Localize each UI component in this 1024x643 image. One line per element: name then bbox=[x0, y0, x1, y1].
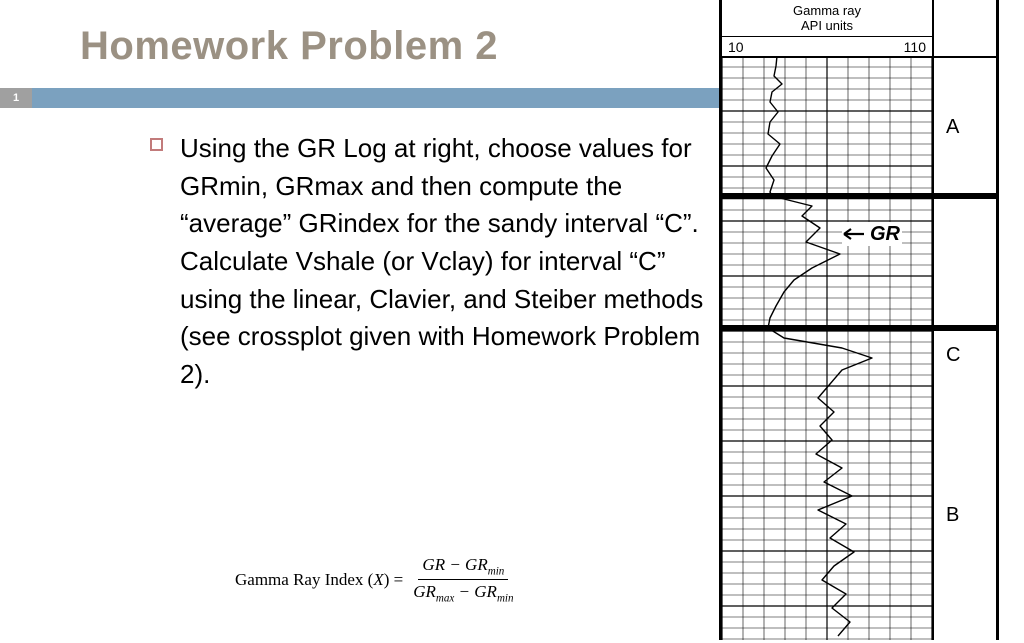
scale-max: 110 bbox=[904, 39, 926, 55]
bullet-text-block: Using the GR Log at right, choose values… bbox=[180, 130, 710, 394]
log-label-track: A C B bbox=[934, 56, 996, 640]
page-number-badge: 1 bbox=[0, 88, 32, 108]
bullet-text: Using the GR Log at right, choose values… bbox=[180, 133, 703, 389]
log-grid-track: GR bbox=[722, 56, 934, 640]
gr-log-figure: Gamma ray API units 10 110 GR A C B bbox=[719, 0, 999, 640]
log-grid-svg: GR bbox=[722, 56, 932, 640]
log-header: Gamma ray API units 10 110 bbox=[722, 0, 996, 58]
marker-band bbox=[932, 193, 996, 199]
svg-text:GR: GR bbox=[870, 223, 901, 245]
formula-numerator: GR − GRmin bbox=[418, 555, 508, 580]
scale-min: 10 bbox=[728, 39, 744, 55]
formula-fraction: GR − GRmin GRmax − GRmin bbox=[409, 555, 517, 605]
zone-label-a: A bbox=[946, 116, 959, 139]
zone-label-b: B bbox=[946, 504, 959, 527]
slide: Homework Problem 2 1 Using the GR Log at… bbox=[0, 0, 1024, 643]
log-track-header: Gamma ray API units 10 110 bbox=[722, 0, 934, 56]
bullet-marker-icon bbox=[150, 138, 163, 151]
page-title: Homework Problem 2 bbox=[80, 24, 498, 69]
log-scale-row: 10 110 bbox=[722, 36, 932, 56]
zone-label-c: C bbox=[946, 344, 960, 367]
formula: Gamma Ray Index (X) = GR − GRmin GRmax −… bbox=[235, 555, 518, 605]
accent-bar bbox=[0, 88, 720, 108]
log-track-title: Gamma ray API units bbox=[722, 4, 932, 34]
track-title-line2: API units bbox=[801, 18, 853, 33]
formula-denominator: GRmax − GRmin bbox=[409, 580, 517, 604]
log-body: GR A C B bbox=[722, 56, 996, 640]
marker-band bbox=[932, 325, 996, 331]
track-title-line1: Gamma ray bbox=[793, 3, 861, 18]
depth-track-header bbox=[934, 0, 996, 56]
formula-label: Gamma Ray Index (X) = bbox=[235, 570, 403, 590]
